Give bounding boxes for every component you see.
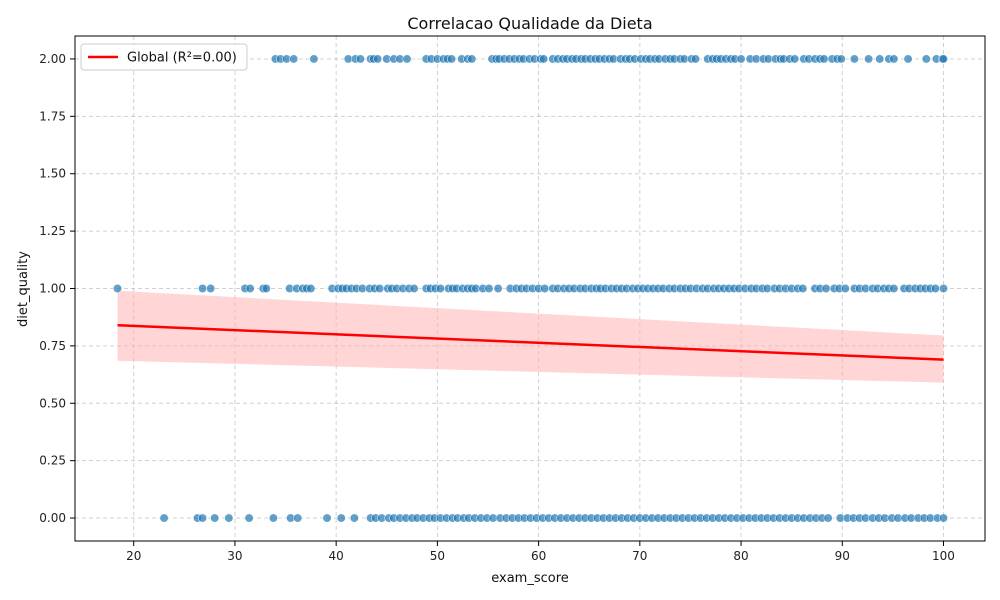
- scatter-point: [293, 513, 303, 523]
- scatter-point: [210, 513, 220, 523]
- scatter-point: [306, 284, 316, 293]
- scatter-point: [373, 54, 383, 64]
- y-tick-label: 1.50: [39, 167, 66, 181]
- scatter-point: [790, 54, 800, 64]
- legend-box: [80, 43, 248, 71]
- scatter-point: [224, 513, 234, 523]
- scatter-point: [409, 284, 419, 293]
- scatter-point: [840, 284, 850, 293]
- scatter-point: [939, 513, 948, 523]
- scatter-point: [375, 284, 385, 293]
- scatter-point: [289, 54, 299, 64]
- scatter-point: [493, 284, 503, 293]
- scatter-point: [889, 284, 899, 293]
- scatter-point: [113, 284, 122, 293]
- y-tick-label: 1.25: [39, 224, 66, 238]
- scatter-point: [159, 513, 169, 523]
- y-tick-label: 1.00: [39, 282, 66, 296]
- x-tick-label: 20: [126, 549, 141, 563]
- scatter-point: [930, 284, 940, 293]
- regression-line: [117, 323, 944, 361]
- scatter-point: [939, 284, 948, 293]
- y-tick-label: 0.00: [39, 511, 66, 525]
- x-tick-label: 50: [430, 549, 445, 563]
- scatter-point: [309, 54, 319, 64]
- scatter-point: [836, 54, 846, 64]
- scatter-point: [447, 54, 457, 64]
- scatter-point: [539, 54, 549, 64]
- x-tick-label: 70: [632, 549, 647, 563]
- scatter-point: [349, 513, 359, 523]
- scatter-point: [821, 284, 831, 293]
- x-tick-label: 90: [835, 549, 850, 563]
- scatter-point: [206, 284, 216, 293]
- confidence-band-layer: [117, 290, 944, 383]
- scatter-point: [198, 513, 207, 523]
- legend: Global (R²=0.00): [80, 43, 248, 71]
- scatter-point: [268, 513, 278, 523]
- scatter-point: [467, 54, 477, 64]
- scatter-point: [244, 513, 254, 523]
- x-tick-label: 40: [329, 549, 344, 563]
- scatter-point: [875, 54, 885, 64]
- regression-layer: [117, 323, 944, 361]
- confidence-band: [117, 290, 944, 383]
- y-tick-label: 2.00: [39, 52, 66, 66]
- scatter-point: [819, 54, 829, 64]
- scatter-point: [540, 284, 550, 293]
- scatter-point: [691, 54, 700, 64]
- scatter-point: [736, 54, 746, 64]
- scatter-points: [113, 54, 948, 523]
- scatter-point: [849, 54, 859, 64]
- scatter-point: [798, 284, 808, 293]
- x-axis-ticks: 20 30 40 50 60 70 80 90 100: [126, 541, 955, 563]
- y-axis-label: diet_quality: [16, 251, 31, 327]
- scatter-point: [903, 54, 913, 64]
- y-tick-label: 0.50: [39, 396, 66, 410]
- scatter-point: [484, 284, 494, 293]
- scatter-point: [921, 54, 931, 64]
- scatter-point: [245, 284, 255, 293]
- scatter-point: [939, 54, 948, 64]
- scatter-point: [261, 284, 271, 293]
- scatter-point: [402, 54, 412, 64]
- scatter-point: [889, 54, 899, 64]
- scatter-point: [198, 284, 207, 293]
- scatter-point: [322, 513, 332, 523]
- x-tick-label: 80: [733, 549, 748, 563]
- scatter-point: [336, 513, 346, 523]
- y-tick-label: 0.75: [39, 339, 66, 353]
- y-tick-label: 0.25: [39, 454, 66, 468]
- scatter-point: [864, 54, 874, 64]
- scatter-point: [435, 284, 445, 293]
- x-tick-label: 60: [531, 549, 546, 563]
- x-tick-label: 100: [932, 549, 955, 563]
- chart-title: Correlacao Qualidade da Dieta: [407, 14, 652, 33]
- scatter-point: [823, 513, 833, 523]
- x-tick-label: 30: [227, 549, 242, 563]
- x-axis-label: exam_score: [491, 571, 569, 586]
- y-axis-ticks: 0.00 0.25 0.50 0.75 1.00 1.25 1.50 1.75 2.00: [39, 52, 75, 525]
- legend-entry-label: Global (R²=0.00): [127, 51, 237, 66]
- y-tick-label: 1.75: [39, 109, 66, 123]
- scatter-point: [356, 54, 365, 64]
